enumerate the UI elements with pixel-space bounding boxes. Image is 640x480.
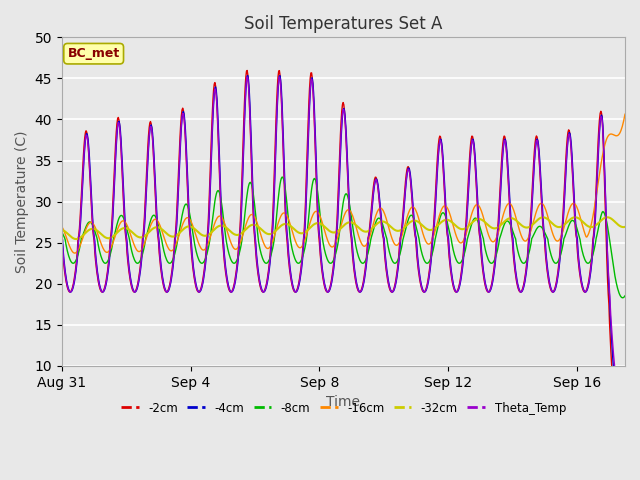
- -4cm: [201, 267, 209, 273]
- -8cm: [58, 229, 66, 235]
- Line: -16cm: -16cm: [62, 114, 625, 253]
- -2cm: [300, 235, 307, 240]
- -4cm: [244, 72, 252, 78]
- -32cm: [373, 221, 381, 227]
- Theta_Temp: [58, 235, 66, 241]
- -32cm: [300, 230, 307, 236]
- -2cm: [201, 262, 209, 267]
- Theta_Temp: [340, 107, 348, 112]
- -8cm: [373, 217, 381, 223]
- -2cm: [438, 144, 445, 150]
- -16cm: [202, 246, 209, 252]
- Theta_Temp: [618, 401, 625, 407]
- -32cm: [340, 223, 348, 228]
- Theta_Temp: [201, 264, 209, 270]
- Line: -8cm: -8cm: [62, 177, 625, 298]
- -32cm: [572, 215, 579, 220]
- -4cm: [340, 106, 348, 111]
- -16cm: [438, 206, 445, 212]
- Theta_Temp: [275, 74, 283, 80]
- Title: Soil Temperatures Set A: Soil Temperatures Set A: [244, 15, 443, 33]
- -8cm: [621, 293, 629, 299]
- -32cm: [376, 219, 383, 225]
- Line: -4cm: -4cm: [62, 75, 625, 436]
- -2cm: [376, 199, 383, 205]
- -8cm: [201, 257, 209, 263]
- -8cm: [340, 197, 348, 203]
- X-axis label: Time: Time: [326, 395, 360, 409]
- -2cm: [373, 177, 381, 182]
- -4cm: [438, 141, 445, 146]
- Legend: -2cm, -4cm, -8cm, -16cm, -32cm, Theta_Temp: -2cm, -4cm, -8cm, -16cm, -32cm, Theta_Te…: [116, 397, 571, 419]
- -16cm: [58, 224, 66, 229]
- Line: Theta_Temp: Theta_Temp: [62, 77, 625, 404]
- -16cm: [340, 214, 348, 219]
- -4cm: [619, 433, 627, 439]
- -32cm: [621, 224, 629, 230]
- -4cm: [621, 429, 629, 435]
- Theta_Temp: [373, 178, 381, 183]
- -8cm: [438, 211, 445, 216]
- -4cm: [300, 244, 307, 250]
- -16cm: [373, 210, 381, 216]
- Line: -32cm: -32cm: [62, 217, 625, 239]
- -2cm: [621, 466, 629, 471]
- -8cm: [278, 174, 286, 180]
- -16cm: [376, 206, 383, 212]
- Y-axis label: Soil Temperature (C): Soil Temperature (C): [15, 131, 29, 273]
- Text: BC_met: BC_met: [68, 47, 120, 60]
- -2cm: [243, 68, 251, 73]
- -4cm: [376, 193, 383, 199]
- -4cm: [373, 176, 381, 182]
- -4cm: [58, 233, 66, 239]
- -16cm: [621, 111, 629, 117]
- Theta_Temp: [300, 237, 307, 243]
- Theta_Temp: [621, 391, 629, 397]
- -8cm: [376, 216, 383, 221]
- -16cm: [300, 241, 307, 247]
- Theta_Temp: [376, 197, 383, 203]
- -32cm: [202, 233, 209, 239]
- -32cm: [72, 236, 80, 242]
- Line: -2cm: -2cm: [62, 71, 625, 476]
- -16cm: [71, 250, 79, 256]
- -2cm: [340, 102, 348, 108]
- -32cm: [438, 219, 445, 225]
- -2cm: [58, 236, 66, 241]
- -32cm: [58, 227, 66, 233]
- -8cm: [618, 295, 626, 300]
- -8cm: [300, 251, 307, 257]
- -2cm: [620, 473, 627, 479]
- Theta_Temp: [438, 144, 445, 150]
